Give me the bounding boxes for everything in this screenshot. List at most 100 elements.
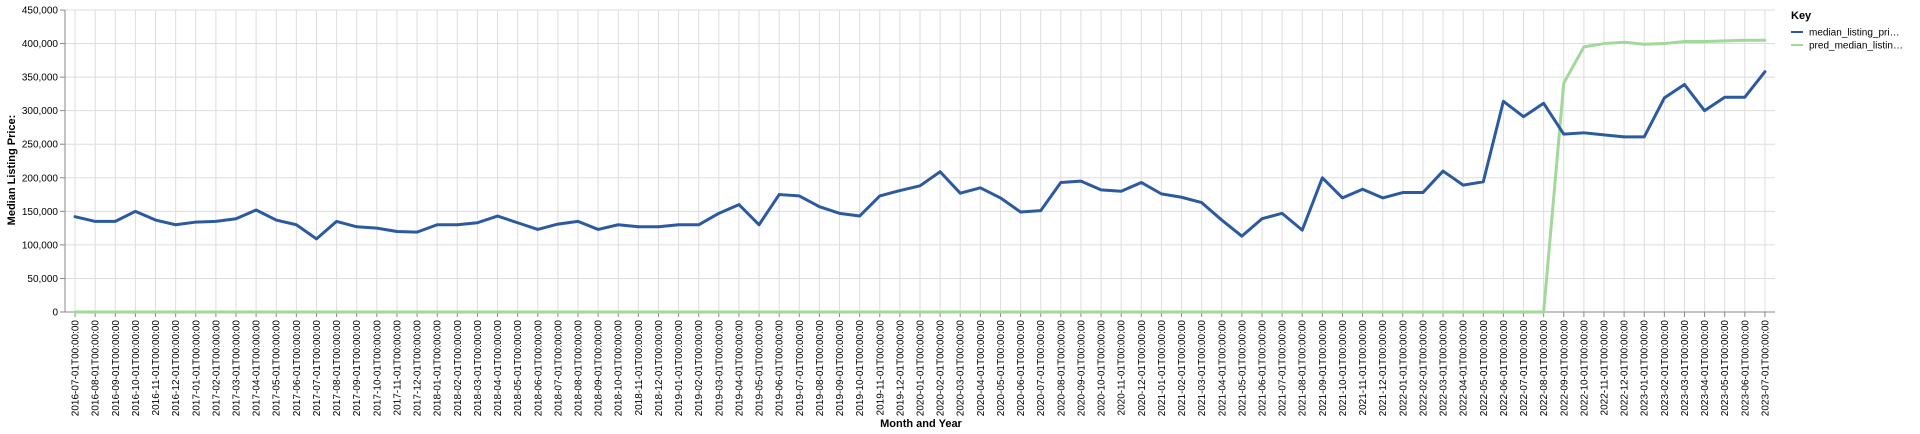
x-tick-label: 2018-09-01T00:00:00 [594,320,605,417]
x-tick-label: 2017-08-01T00:00:00 [332,320,343,417]
x-tick-label: 2022-07-01T00:00:00 [1519,320,1530,417]
x-tick-label: 2019-04-01T00:00:00 [734,320,745,417]
y-axis-title: Median Listing Price: [6,115,18,226]
y-tick-label: 50,000 [27,274,58,285]
x-tick-label: 2017-03-01T00:00:00 [232,320,243,417]
x-axis-title: Month and Year [880,418,962,430]
x-tick-label: 2017-07-01T00:00:00 [312,320,323,417]
x-tick-label: 2017-11-01T00:00:00 [392,320,403,416]
x-tick-label: 2019-10-01T00:00:00 [855,320,866,417]
legend-title: Key [1791,10,1812,22]
x-tick-label: 2017-05-01T00:00:00 [272,320,283,417]
y-tick-label: 200,000 [22,173,59,184]
x-tick-label: 2020-02-01T00:00:00 [936,320,947,417]
x-tick-label: 2021-05-01T00:00:00 [1237,320,1248,417]
x-tick-label: 2020-05-01T00:00:00 [996,320,1007,417]
gridlines [65,9,1775,313]
x-tick-label: 2016-08-01T00:00:00 [91,320,102,417]
x-tick-label: 2016-09-01T00:00:00 [111,320,122,417]
x-tick-label: 2020-03-01T00:00:00 [956,320,967,417]
x-tick-label: 2018-01-01T00:00:00 [433,320,444,417]
y-tick-label: 100,000 [22,240,59,251]
x-tick-label: 2021-08-01T00:00:00 [1298,320,1309,417]
x-tick-label: 2017-12-01T00:00:00 [413,320,424,417]
x-tick-label: 2019-11-01T00:00:00 [875,320,886,416]
x-tick-label: 2017-02-01T00:00:00 [211,320,222,417]
x-tick-label: 2022-06-01T00:00:00 [1499,320,1510,417]
y-tick-label: 150,000 [22,207,59,218]
x-tick-label: 2018-11-01T00:00:00 [634,320,645,416]
series-line-pred-median-listing-price [73,38,1767,314]
series-lines [73,38,1767,314]
x-tick-label: 2022-03-01T00:00:00 [1439,320,1450,417]
x-tick-label: 2016-12-01T00:00:00 [171,320,182,417]
x-tick-label: 2022-05-01T00:00:00 [1479,320,1490,417]
y-tick-label: 350,000 [22,73,59,84]
x-tick-label: 2018-10-01T00:00:00 [614,320,625,417]
x-tick-label: 2018-03-01T00:00:00 [473,320,484,417]
x-tick-label: 2019-05-01T00:00:00 [755,320,766,417]
x-tick-label: 2023-04-01T00:00:00 [1700,320,1711,417]
x-tick-label: 2023-01-01T00:00:00 [1640,320,1651,417]
x-tick-label: 2020-08-01T00:00:00 [1056,320,1067,417]
x-tick-label: 2022-02-01T00:00:00 [1418,320,1429,417]
x-tick-label: 2020-09-01T00:00:00 [1076,320,1087,417]
x-tick-label: 2022-11-01T00:00:00 [1600,320,1611,416]
x-tick-label: 2021-01-01T00:00:00 [1157,320,1168,417]
x-tick-label: 2023-02-01T00:00:00 [1660,320,1671,417]
x-tick-label: 2018-12-01T00:00:00 [654,320,665,417]
x-tick-label: 2016-10-01T00:00:00 [131,320,142,417]
x-tick-label: 2019-06-01T00:00:00 [775,320,786,417]
x-tick-label: 2019-07-01T00:00:00 [795,320,806,417]
x-tick-label: 2023-06-01T00:00:00 [1740,320,1751,417]
x-tick-label: 2019-08-01T00:00:00 [815,320,826,417]
x-tick-label: 2018-05-01T00:00:00 [513,320,524,417]
x-tick-label: 2018-06-01T00:00:00 [533,320,544,417]
x-tick-label: 2017-04-01T00:00:00 [252,320,263,417]
x-tick-label: 2017-06-01T00:00:00 [292,320,303,417]
legend-label: median_listing_pri… [1809,28,1900,39]
y-tick-label: 450,000 [22,6,59,17]
x-tick-label: 2021-04-01T00:00:00 [1217,320,1228,417]
x-tick-label: 2018-04-01T00:00:00 [493,320,504,417]
x-tick-label: 2019-02-01T00:00:00 [694,320,705,417]
x-tick-label: 2019-03-01T00:00:00 [714,320,725,417]
x-tick-label: 2020-01-01T00:00:00 [916,320,927,417]
x-tick-label: 2016-07-01T00:00:00 [71,320,82,417]
x-tick-label: 2021-12-01T00:00:00 [1378,320,1389,417]
x-tick-label: 2022-12-01T00:00:00 [1620,320,1631,417]
x-tick-label: 2021-09-01T00:00:00 [1318,320,1329,417]
y-tick-label: 250,000 [22,140,59,151]
legend-label: pred_median_listin… [1809,41,1903,52]
x-tick-label: 2017-01-01T00:00:00 [191,320,202,417]
x-tick-label: 2021-02-01T00:00:00 [1177,320,1188,417]
x-tick-label: 2020-06-01T00:00:00 [1016,320,1027,417]
x-tick-label: 2018-08-01T00:00:00 [574,320,585,417]
series-line-median-listing-price [73,70,1767,241]
x-tick-label: 2022-01-01T00:00:00 [1398,320,1409,417]
x-tick-label: 2020-12-01T00:00:00 [1137,320,1148,417]
x-tick-label: 2022-09-01T00:00:00 [1559,320,1570,417]
legend: Key median_listing_pri… pred_median_listi… [1791,10,1903,52]
x-tick-label: 2018-02-01T00:00:00 [453,320,464,417]
x-tick-label: 2021-10-01T00:00:00 [1338,320,1349,417]
x-tick-label: 2021-11-01T00:00:00 [1358,320,1369,416]
x-tick-label: 2023-03-01T00:00:00 [1680,320,1691,417]
x-tick-label: 2022-10-01T00:00:00 [1579,320,1590,417]
x-tick-label: 2021-07-01T00:00:00 [1278,320,1289,417]
y-tick-label: 300,000 [22,106,59,117]
y-tick-label: 400,000 [22,39,59,50]
x-tick-label: 2016-11-01T00:00:00 [151,320,162,416]
x-tick-label: 2023-07-01T00:00:00 [1760,320,1771,417]
x-tick-label: 2022-08-01T00:00:00 [1539,320,1550,417]
x-tick-label: 2017-09-01T00:00:00 [352,320,363,417]
x-tick-label: 2017-10-01T00:00:00 [372,320,383,417]
x-tick-label: 2020-04-01T00:00:00 [976,320,987,417]
legend-items: median_listing_pri… pred_median_listin… [1791,28,1903,52]
x-tick-label: 2022-04-01T00:00:00 [1459,320,1470,417]
x-tick-label: 2021-06-01T00:00:00 [1258,320,1269,417]
axes: 0 50,000 100,000 150,000 200,000 250,000 300,0… [22,6,1775,417]
x-tick-label: 2023-05-01T00:00:00 [1720,320,1731,417]
y-tick-label: 0 [52,308,58,319]
x-tick-label: 2020-11-01T00:00:00 [1117,320,1128,416]
